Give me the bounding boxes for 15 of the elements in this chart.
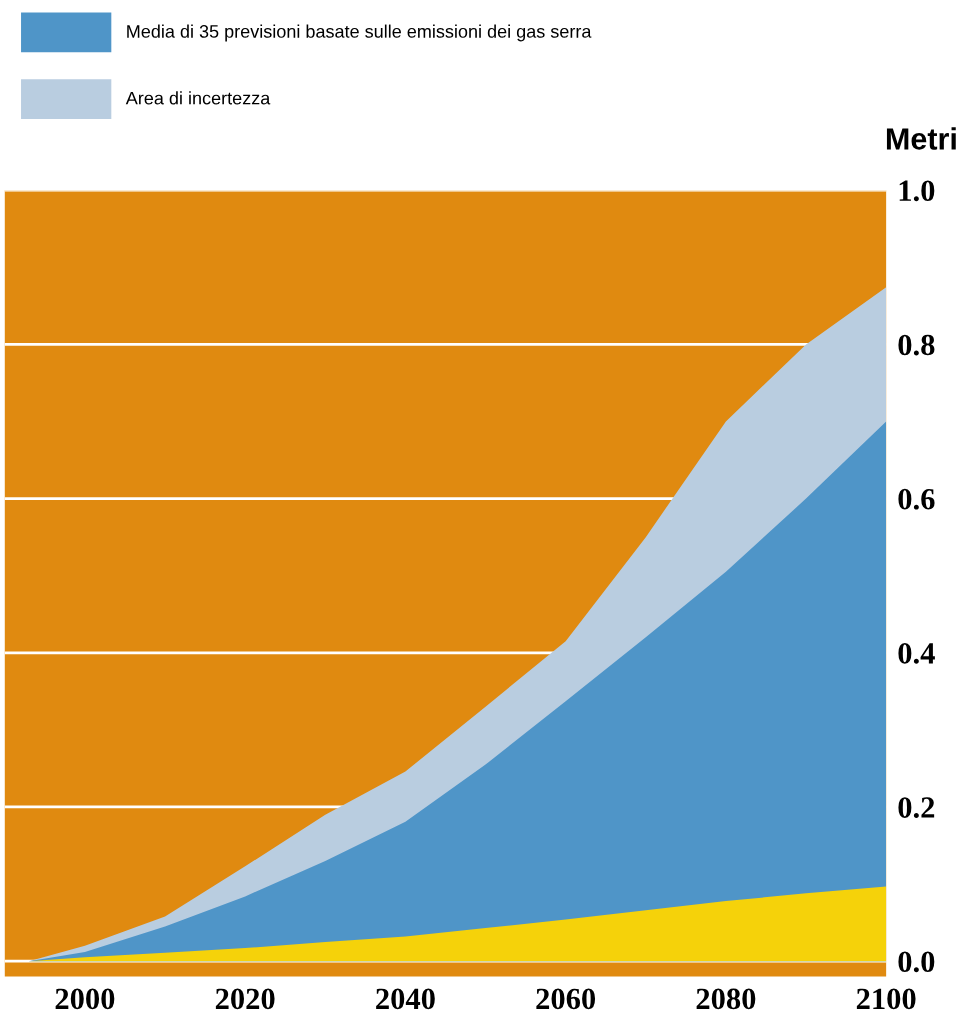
- y-tick-label: 0.4: [898, 643, 935, 664]
- x-tick-label: 2020: [215, 988, 275, 1010]
- y-tick-label: 0.8: [898, 334, 935, 356]
- x-tick-label: 2000: [55, 988, 115, 1010]
- legend-label: Media di 35 previsioni basate sulle emissioni dei gas serra: [127, 24, 592, 42]
- x-tick-label: 2040: [376, 988, 435, 1010]
- y-tick-label: 0.6: [898, 488, 935, 510]
- x-tick-label: 2080: [696, 988, 756, 1010]
- x-tick-label: 2100: [856, 988, 916, 1010]
- legend-label: Area di incertezza: [125, 91, 271, 105]
- y-tick-label: 0.2: [898, 797, 935, 819]
- x-tick-label: 2060: [536, 988, 596, 1010]
- y-axis-title: Metri: [886, 127, 956, 150]
- y-tick-label: 0.0: [898, 951, 935, 973]
- y-tick-label: 1.0: [899, 180, 935, 202]
